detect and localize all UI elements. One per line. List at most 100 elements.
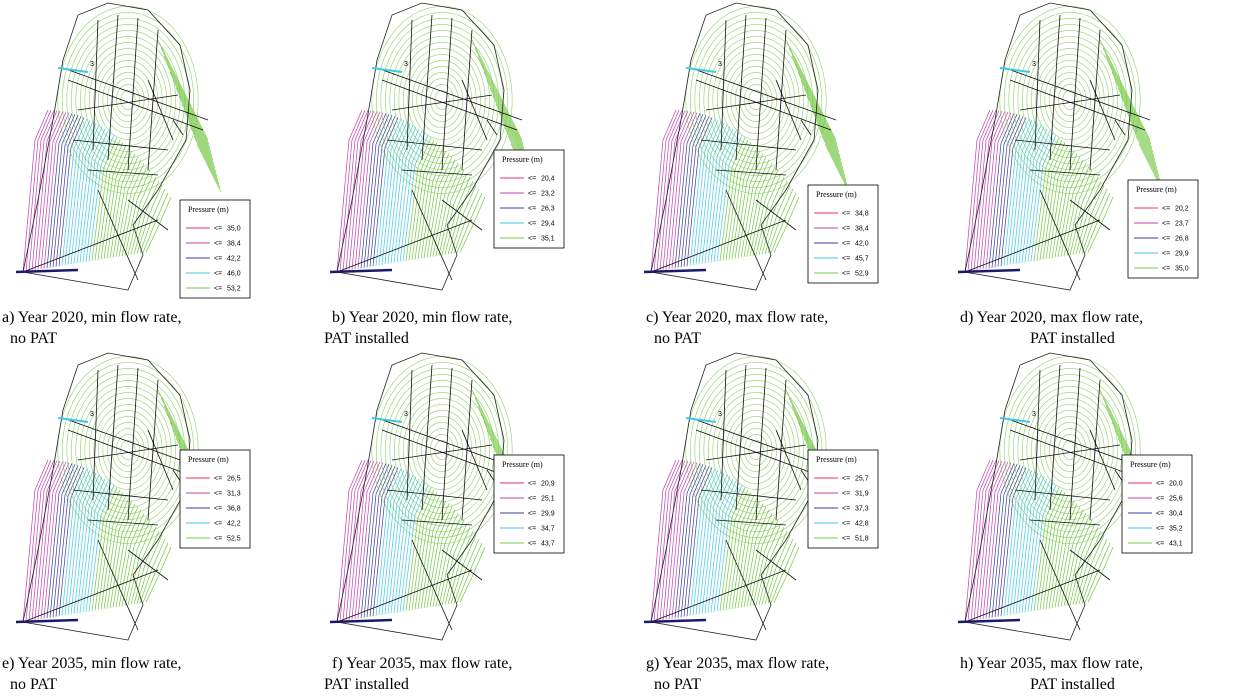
legend-value: 35,0 <box>1175 266 1189 273</box>
legend-op: <= <box>842 211 850 218</box>
legend-op: <= <box>1162 251 1170 258</box>
contour-line <box>699 24 812 175</box>
contour-line <box>71 24 184 175</box>
contour-line <box>426 78 458 121</box>
contour-line <box>768 539 793 603</box>
panel: 3Pressure (m)<=20,0<=25,6<=30,4<=35,2<=4… <box>958 353 1192 693</box>
contour-line <box>816 120 846 180</box>
caption: b) Year 2020, min flow rate, <box>332 309 512 326</box>
caption: a) Year 2020, min flow rate, <box>2 309 182 326</box>
map-label: 3 <box>718 411 722 418</box>
network-outline <box>23 3 190 290</box>
contour-line <box>112 78 144 121</box>
legend-op: <= <box>1156 481 1164 488</box>
legend-op: <= <box>528 541 536 548</box>
contour-line <box>744 434 767 465</box>
contour-line <box>695 18 817 181</box>
pipe <box>392 95 492 110</box>
pipe <box>1020 445 1120 460</box>
contour-line <box>995 115 1020 267</box>
legend-box <box>180 200 250 298</box>
legend-value: 23,7 <box>1175 221 1189 228</box>
caption: no PAT <box>10 676 57 693</box>
contour-line <box>1079 185 1104 254</box>
contour-line <box>786 40 836 140</box>
contour-line <box>687 117 712 266</box>
pipe <box>392 445 492 460</box>
map-label: 3 <box>90 61 94 68</box>
contour-line <box>116 434 139 465</box>
contour-line <box>1082 189 1107 253</box>
contour-line <box>53 115 78 267</box>
legend-op: <= <box>528 511 536 518</box>
caption: no PAT <box>654 330 701 347</box>
legend-value: 20,4 <box>541 176 555 183</box>
caption: g) Year 2035, max flow rate, <box>646 655 829 672</box>
legend-value: 52,5 <box>227 536 241 543</box>
pipe <box>78 95 178 110</box>
figure: 3Pressure (m)<=35,0<=38,4<=42,2<=46,0<=5… <box>0 0 1255 696</box>
contour-line <box>137 185 162 254</box>
contour-line <box>740 428 772 471</box>
contour-line <box>67 18 189 181</box>
map-label: 3 <box>718 61 722 68</box>
legend-op: <= <box>214 256 222 263</box>
legend-value: 51,8 <box>855 536 869 543</box>
contour-line <box>651 460 676 622</box>
contour-line <box>59 467 84 616</box>
contour-line <box>768 189 793 253</box>
caption: e) Year 2035, min flow rate, <box>2 655 182 672</box>
contour-line <box>699 374 812 525</box>
contour-line <box>1001 467 1026 616</box>
legend-box <box>494 150 564 248</box>
caption: PAT installed <box>1030 330 1115 347</box>
contour-line <box>992 464 1017 617</box>
legend-op: <= <box>1156 511 1164 518</box>
contour-line <box>704 380 808 519</box>
legend-value: 43,7 <box>541 541 555 548</box>
contour-line <box>1010 122 1035 265</box>
contour-line <box>56 116 81 266</box>
contour-line <box>765 185 790 254</box>
legend-value: 52,9 <box>855 271 869 278</box>
legend-op: <= <box>528 221 536 228</box>
contour-line <box>399 392 485 507</box>
contour-line <box>23 460 48 622</box>
legend-op: <= <box>1162 206 1170 213</box>
legend-op: <= <box>1162 266 1170 273</box>
pipe <box>148 430 173 490</box>
legend-op: <= <box>1156 526 1164 533</box>
contour-line <box>370 116 395 266</box>
network-outline <box>651 3 818 290</box>
contour-line <box>451 185 476 254</box>
contour-line <box>137 535 162 604</box>
contour-line <box>968 460 993 621</box>
legend-op: <= <box>214 491 222 498</box>
legend-value: 31,3 <box>227 491 241 498</box>
legend-op: <= <box>214 521 222 528</box>
main-pipe <box>330 620 392 622</box>
legend: Pressure (m)<=20,4<=23,2<=26,3<=29,4<=35… <box>494 150 564 248</box>
contour-line <box>744 84 767 115</box>
contour-line <box>454 539 479 603</box>
caption: PAT installed <box>1030 676 1115 693</box>
network-outline <box>337 353 504 640</box>
contour-line <box>385 374 498 525</box>
contour-line <box>1013 24 1126 175</box>
contour-line <box>385 24 498 175</box>
legend-value: 26,3 <box>541 206 555 213</box>
legend-value: 20,2 <box>1175 206 1189 213</box>
legend: Pressure (m)<=20,9<=25,1<=29,9<=34,7<=43… <box>494 455 564 553</box>
legend-value: 25,7 <box>855 476 869 483</box>
legend-value: 29,9 <box>541 511 555 518</box>
contour-line <box>965 110 990 272</box>
contour-line <box>965 460 990 622</box>
legend-op: <= <box>842 491 850 498</box>
contour-line <box>50 114 75 267</box>
contour-line <box>684 116 709 266</box>
contour-line <box>188 120 218 180</box>
caption: no PAT <box>10 330 57 347</box>
legend-value: 46,0 <box>227 271 241 278</box>
legend-op: <= <box>214 241 222 248</box>
contour-line <box>1018 380 1122 519</box>
